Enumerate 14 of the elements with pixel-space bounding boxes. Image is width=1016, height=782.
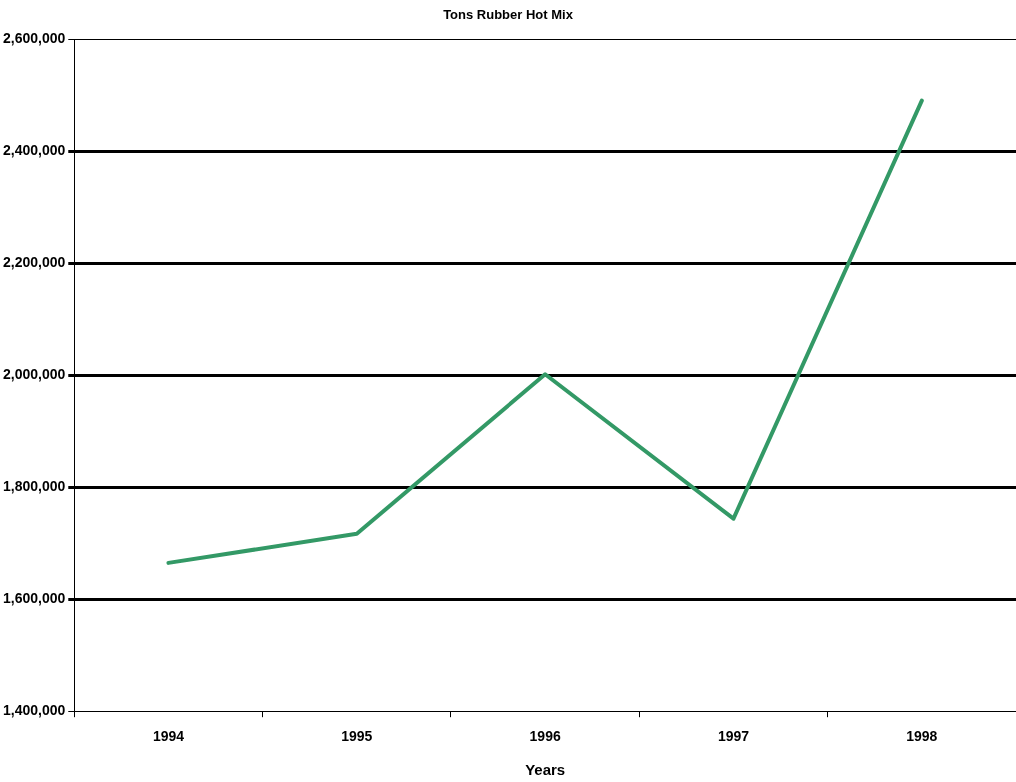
x-tick-label: 1995 (341, 728, 373, 745)
x-axis-title: Years (525, 761, 566, 779)
y-tick-label: 1,800,000 (2, 478, 66, 495)
y-tick-label: 2,200,000 (2, 254, 66, 271)
x-tick-label: 1994 (152, 728, 185, 745)
y-tick-label: 1,600,000 (2, 590, 66, 607)
chart-title: Tons Rubber Hot Mix (443, 7, 574, 23)
x-tick-label: 1997 (717, 728, 750, 745)
y-tick-label: 2,400,000 (2, 142, 66, 159)
x-tick-label: 1998 (906, 728, 938, 745)
y-tick-label: 2,600,000 (2, 30, 66, 47)
y-tick-label: 1,400,000 (2, 702, 66, 719)
x-tick-label: 1996 (529, 728, 561, 745)
y-tick-label: 2,000,000 (2, 366, 66, 383)
